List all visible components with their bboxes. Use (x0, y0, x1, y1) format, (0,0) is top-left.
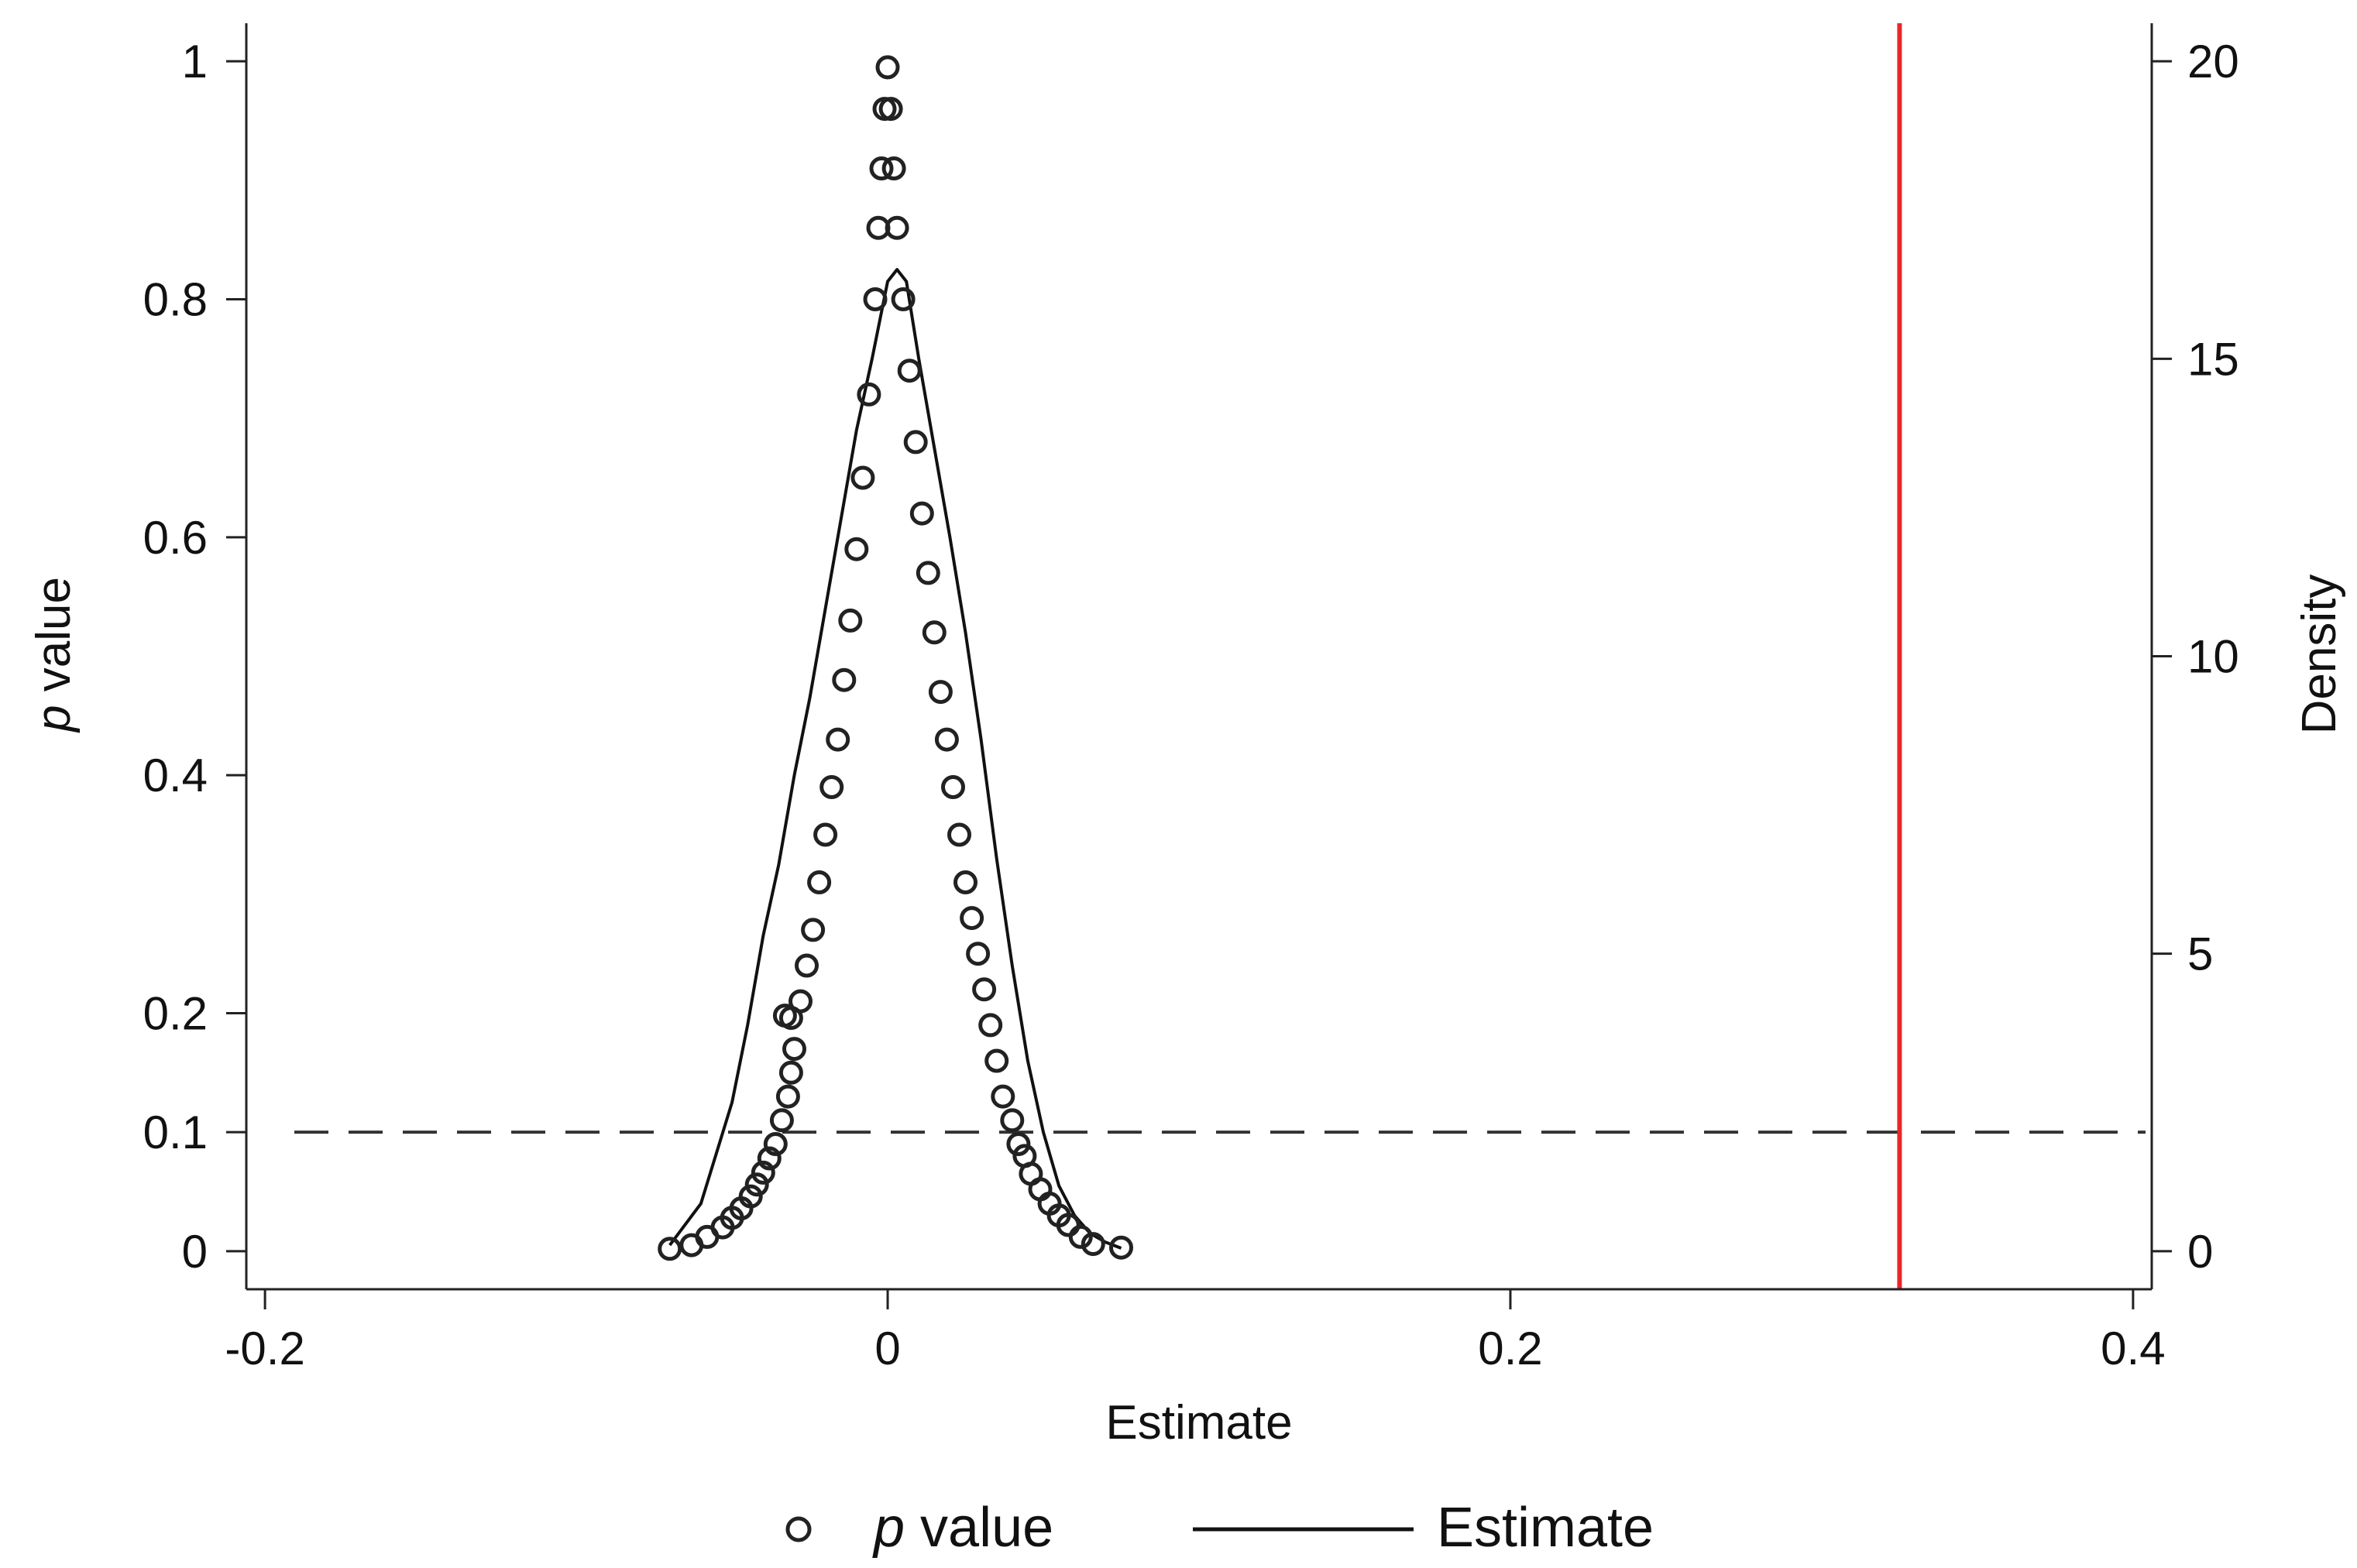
p-value-point (801, 918, 826, 942)
p-value-point (789, 989, 813, 1014)
p-value-point (832, 667, 857, 692)
p-value-point (772, 1004, 797, 1028)
p-value-point (953, 870, 978, 894)
legend-estimate-label: Estimate (1437, 1497, 1654, 1559)
legend-p-value-rest: value (905, 1497, 1053, 1559)
legend: p value Estimate (785, 1497, 1654, 1559)
plot-area (294, 23, 2146, 1289)
left-axis-title-italic: p (27, 705, 81, 733)
p-value-point (991, 1084, 1015, 1109)
x-tick-label: 0.2 (1478, 1323, 1542, 1374)
p-value-point (928, 680, 953, 705)
p-value-point (1006, 1132, 1031, 1156)
p-value-point (960, 906, 984, 931)
p-value-point (903, 430, 928, 455)
p-value-point (850, 465, 875, 490)
p-value-point (916, 561, 940, 585)
p-value-point (819, 775, 844, 799)
p-value-point (878, 97, 903, 122)
p-value-point (795, 953, 819, 978)
p-value-point (875, 55, 900, 80)
p-value-point (826, 727, 850, 752)
p-value-point (972, 977, 997, 1002)
p-value-point (751, 1160, 775, 1185)
p-value-point (869, 156, 894, 180)
p-value-point (984, 1048, 1009, 1073)
p-value-point (744, 1172, 769, 1197)
p-value-point (909, 501, 934, 526)
p-value-point (947, 822, 971, 847)
left-y-tick-label: 0 (182, 1226, 208, 1278)
p-value-point (881, 156, 906, 180)
right-axis-title: Density (2293, 575, 2346, 735)
left-y-tick-label: 1 (182, 36, 208, 87)
p-value-point (885, 215, 909, 240)
p-value-point (934, 727, 959, 752)
p-value-point (757, 1146, 782, 1171)
p-value-point (1109, 1235, 1133, 1260)
x-tick-label: 0.4 (2101, 1323, 2165, 1374)
right-y-tick-label: 15 (2187, 333, 2239, 385)
right-y-tick-label: 20 (2187, 36, 2239, 87)
p-value-point (658, 1237, 682, 1261)
p-value-points (658, 55, 1133, 1261)
p-value-point (897, 359, 922, 383)
p-value-point (738, 1184, 763, 1209)
p-value-point (941, 775, 965, 799)
p-value-point (838, 608, 863, 633)
p-value-point (782, 1037, 806, 1062)
x-tick-label: 0 (874, 1323, 900, 1374)
p-value-point (807, 870, 832, 894)
legend-p-value-marker (785, 1516, 812, 1542)
p-value-point (778, 1060, 803, 1085)
p-value-point (813, 822, 838, 847)
p-value-point (978, 1013, 1003, 1038)
p-value-point (1056, 1213, 1081, 1237)
left-y-tick-label: 0.6 (143, 512, 208, 564)
right-y-tick-label: 10 (2187, 631, 2239, 683)
p-value-point (863, 287, 888, 311)
p-value-point (775, 1084, 800, 1109)
left-y-tick-label: 0.8 (143, 274, 208, 326)
right-y-tick-label: 5 (2187, 928, 2213, 980)
left-axis-title-rest: value (27, 577, 81, 705)
p-value-point (844, 537, 869, 561)
p-value-point (1081, 1232, 1105, 1257)
p-value-point (763, 1132, 788, 1156)
p-value-point (1068, 1224, 1093, 1249)
right-y-tick-label: 0 (2187, 1226, 2213, 1278)
legend-p-value-label: p value (872, 1497, 1053, 1559)
p-value-point (769, 1108, 794, 1133)
p-value-point (891, 287, 916, 311)
left-y-tick-label: 0.4 (143, 750, 208, 801)
p-value-point (857, 382, 881, 407)
left-y-tick-label: 0.2 (143, 987, 208, 1039)
legend-p-value-italic: p (872, 1497, 905, 1559)
x-axis-title: Estimate (1105, 1396, 1292, 1450)
p-value-point (922, 620, 947, 645)
p-value-point (966, 942, 991, 966)
p-value-point (1000, 1108, 1025, 1133)
x-tick-label: -0.2 (225, 1323, 304, 1374)
left-y-tick-label: 0.1 (143, 1107, 208, 1158)
estimate-density-line (668, 268, 1122, 1250)
left-axis-title: p value (27, 577, 81, 733)
